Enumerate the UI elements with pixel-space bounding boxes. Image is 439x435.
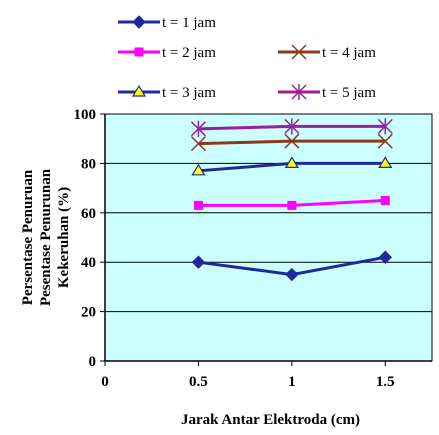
diamond-marker	[285, 267, 299, 282]
series-1	[191, 250, 392, 282]
gridlines	[100, 113, 432, 362]
series-2	[193, 195, 390, 210]
star-marker	[377, 118, 393, 135]
triangle-marker	[191, 163, 206, 176]
triangle-marker	[284, 156, 299, 168]
legend-label: t = 4 jam	[322, 45, 376, 61]
legend-label: t = 3 jam	[162, 85, 216, 101]
triangle-marker	[131, 84, 147, 97]
x-marker	[190, 136, 206, 152]
y-axis-label-line: Kekeruhan (%)	[56, 187, 72, 288]
y-axis-label-line: Pesentase Penurunan	[38, 168, 54, 306]
y-tick-labels: 0 20 40 60 80 100	[74, 107, 97, 370]
star-marker	[190, 120, 206, 137]
square-marker	[287, 200, 297, 210]
x-tick-label: 0	[101, 374, 109, 390]
y-tick-label: 40	[81, 255, 96, 271]
legend-item: t = 2 jam	[118, 45, 216, 61]
series-3	[191, 156, 393, 176]
legend-item: t = 3 jam	[118, 84, 216, 101]
data-series	[190, 118, 393, 282]
axes	[104, 114, 432, 366]
square-marker	[380, 195, 390, 205]
y-tick-label: 20	[81, 305, 96, 321]
y-tick-label: 80	[81, 156, 96, 172]
x-tick-labels: 0 0.5 1 1.5	[101, 374, 394, 390]
x-marker	[284, 133, 300, 149]
x-marker	[291, 44, 307, 60]
diamond-marker	[378, 250, 392, 264]
y-tick-label: 100	[74, 107, 97, 123]
legend-label: t = 2 jam	[162, 45, 216, 61]
square-marker	[134, 47, 144, 57]
x-marker	[377, 133, 393, 149]
star-marker	[291, 84, 307, 100]
legend-label: t = 1 jam	[162, 15, 216, 31]
y-axis-label-line: Persentase Penuruan	[20, 169, 36, 305]
x-tick-label: 1.5	[376, 374, 395, 390]
legend-label: t = 5 jam	[322, 85, 376, 101]
square-marker	[193, 200, 203, 210]
legend-item: t = 4 jam	[278, 44, 376, 61]
legend-item: t = 5 jam	[278, 84, 376, 101]
plot-area	[104, 113, 433, 362]
x-axis-label: Jarak Antar Elektroda (cm)	[181, 412, 360, 428]
y-tick-label: 60	[81, 206, 96, 222]
triangle-marker	[378, 156, 393, 168]
y-axis-label: Persentase Penuruan Pesentase Penurunan Ke…	[20, 168, 72, 306]
series-4	[190, 133, 393, 152]
y-tick-label: 0	[89, 354, 97, 370]
x-tick-label: 0.5	[189, 374, 208, 390]
diamond-marker	[132, 15, 146, 29]
star-marker	[284, 118, 300, 135]
x-tick-label: 1	[288, 374, 296, 390]
legend-item: t = 1 jam	[118, 15, 216, 31]
chart-legend: t = 1 jam t = 2 jam t = 3 jam t = 4 jam t = …	[118, 15, 376, 101]
series-5	[190, 118, 393, 137]
diamond-marker	[191, 255, 206, 269]
